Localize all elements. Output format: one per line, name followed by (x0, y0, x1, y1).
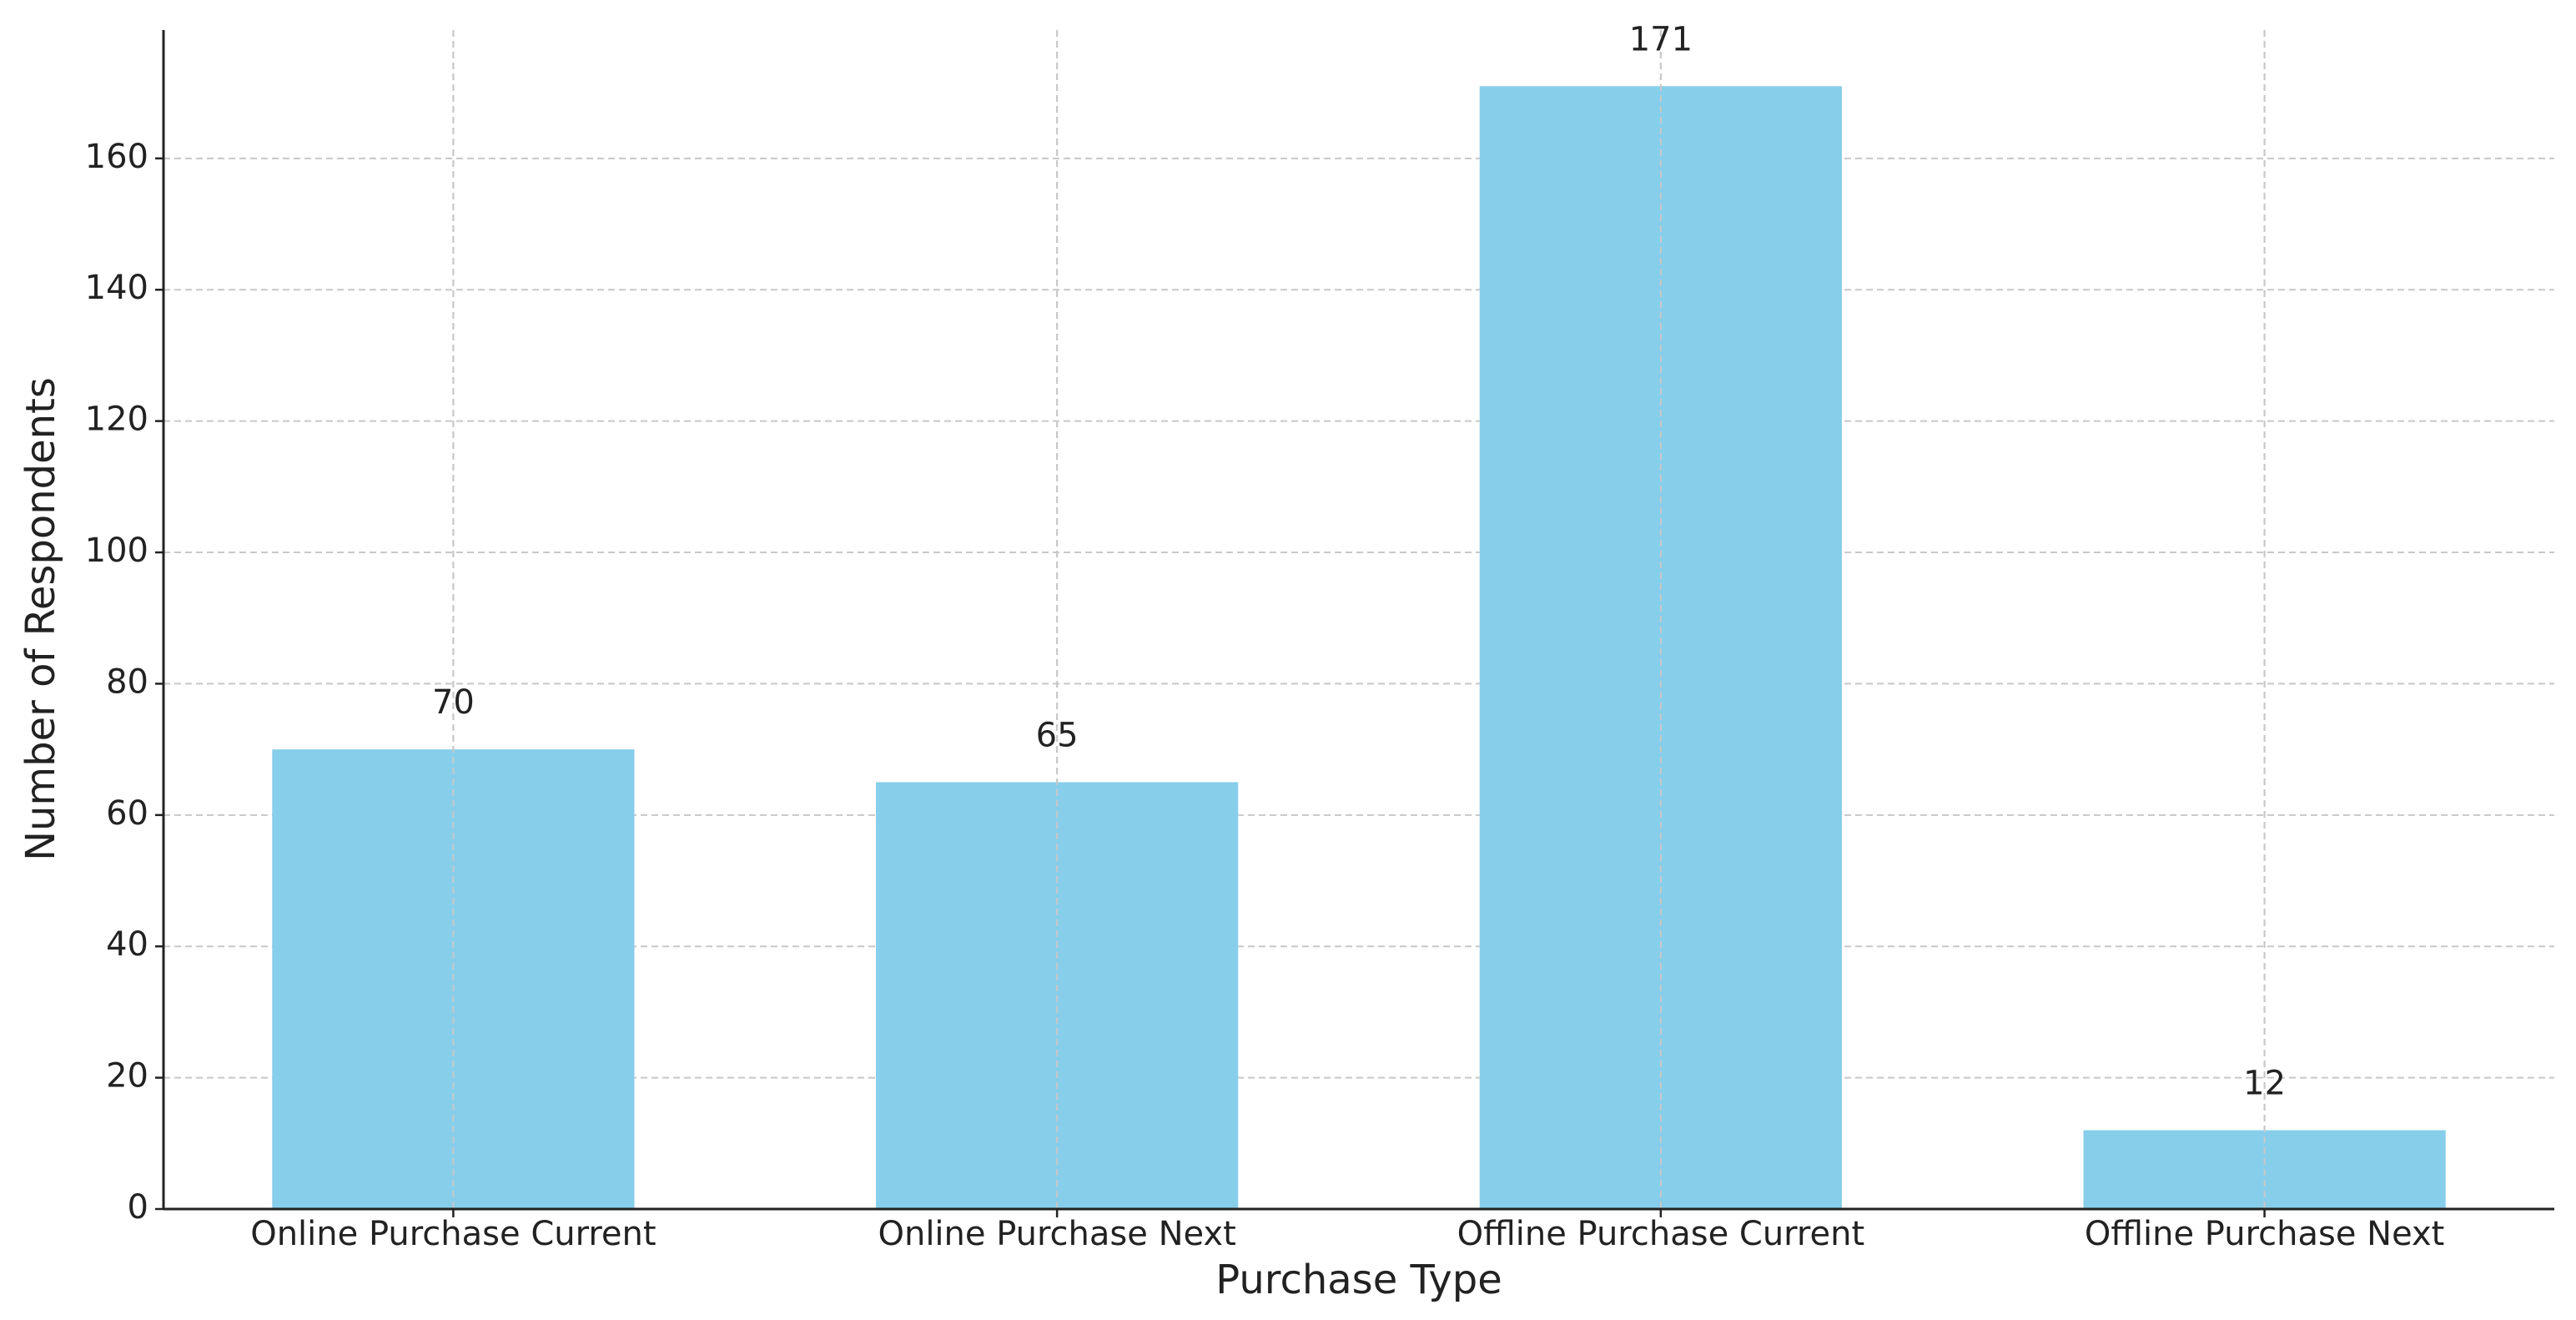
value-label: 171 (1629, 20, 1693, 58)
x-tick-label: Offline Purchase Current (1457, 1215, 1865, 1253)
y-tick-label: 20 (106, 1057, 148, 1096)
x-tick-label: Online Purchase Next (878, 1215, 1235, 1253)
y-tick-label: 120 (85, 401, 148, 439)
y-tick-label: 0 (128, 1188, 148, 1227)
y-tick-label: 160 (85, 138, 148, 176)
value-label: 65 (1036, 716, 1079, 754)
value-label: 12 (2243, 1065, 2286, 1103)
x-tick-label: Online Purchase Current (250, 1215, 656, 1253)
y-axis-label: Number of Respondents (18, 377, 64, 861)
y-tick-label: 40 (106, 925, 148, 964)
y-tick-label: 100 (85, 532, 148, 570)
y-tick-label: 140 (85, 269, 148, 307)
x-axis-label: Purchase Type (1215, 1257, 1502, 1303)
y-tick-label: 60 (106, 794, 148, 833)
y-tick-label: 80 (106, 663, 148, 701)
x-tick-label: Offline Purchase Next (2085, 1215, 2444, 1253)
value-label: 70 (432, 683, 475, 722)
